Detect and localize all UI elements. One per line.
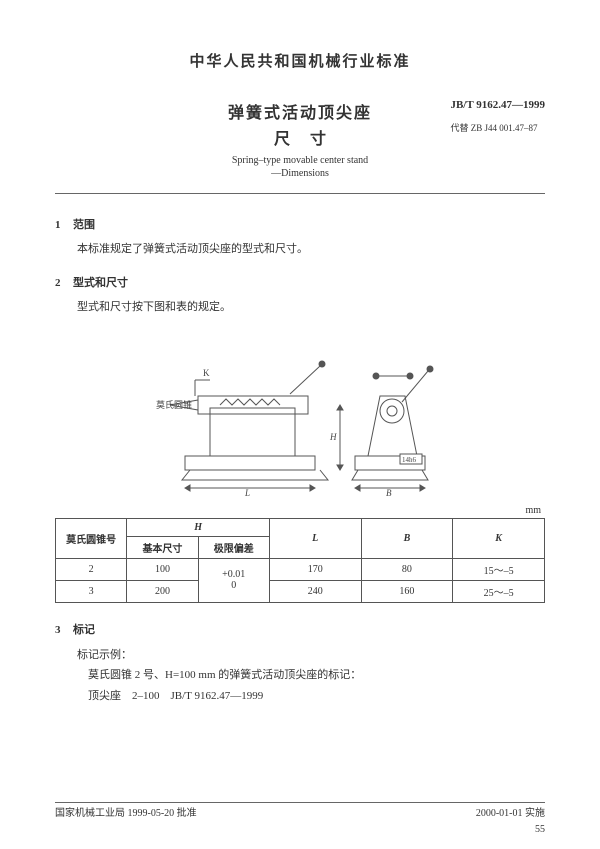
cell-no-0: 2 [56, 558, 127, 580]
standard-org-title: 中华人民共和国机械行业标准 [55, 50, 545, 71]
label-b: B [386, 488, 392, 496]
col-b-label: B [404, 533, 411, 544]
marking-line-2: 莫氏圆锥 2 号、H=100 mm 的弹簧式活动顶尖座的标记： [55, 665, 545, 686]
footer-separator [55, 802, 545, 803]
cell-k-1: 25～–5 [453, 580, 545, 602]
col-h-group: H [127, 518, 270, 536]
cell-h-1: 200 [127, 580, 198, 602]
section-1-title: 范围 [73, 219, 95, 231]
col-l-label: L [312, 533, 318, 544]
label-k: K [203, 368, 210, 378]
col-l: L [269, 518, 361, 558]
cell-l-0: 170 [269, 558, 361, 580]
section-3-title: 标记 [73, 624, 95, 636]
drawing-icon: K 莫氏圆锥 L B H 14h6 [150, 336, 450, 496]
dimension-table: 莫氏圆锥号 H L B K 基本尺寸 极限偏差 2 100 +0.01 0 17… [55, 518, 545, 603]
section-1-heading: 1范围 [55, 216, 545, 232]
footer-effective: 2000-01-01 实施 [476, 804, 545, 819]
title-block: 弹簧式活动顶尖座 尺寸 Spring–type movable center s… [55, 99, 545, 179]
doc-title-en-2: —Dimensions [55, 168, 545, 179]
standard-code-block: JB/T 9162.47—1999 代替 ZB J44 001.47–87 [450, 99, 545, 134]
section-scope: 1范围 本标准规定了弹簧式活动顶尖座的型式和尺寸。 [55, 216, 545, 260]
section-2-number: 2 [55, 277, 73, 289]
section-1-body: 本标准规定了弹簧式活动顶尖座的型式和尺寸。 [55, 240, 545, 260]
label-morse: 莫氏圆锥 [156, 399, 192, 410]
col-b: B [361, 518, 453, 558]
col-h-basic: 基本尺寸 [127, 536, 198, 558]
title-separator [55, 193, 545, 194]
section-3-heading: 3标记 [55, 621, 545, 637]
cell-b-0: 80 [361, 558, 453, 580]
col-h-tol: 极限偏差 [198, 536, 269, 558]
marking-line-1: 标记示例： [55, 645, 545, 666]
cell-tol: +0.01 0 [198, 558, 269, 602]
cell-no-1: 3 [56, 580, 127, 602]
label-h: H [329, 432, 337, 442]
marking-line-3: 顶尖座 2–100 JB/T 9162.47—1999 [55, 686, 545, 707]
col-morse-no: 莫氏圆锥号 [56, 518, 127, 558]
section-1-number: 1 [55, 219, 73, 231]
table-header-row-1: 莫氏圆锥号 H L B K [56, 518, 545, 536]
table-row: 3 200 240 160 25～–5 [56, 580, 545, 602]
cell-k-0: 15～–5 [453, 558, 545, 580]
label-l: L [244, 488, 250, 496]
label-tol: 14h6 [402, 456, 417, 464]
table-unit: mm [55, 505, 541, 516]
table-row: 2 100 +0.01 0 170 80 15～–5 [56, 558, 545, 580]
cell-l-1: 240 [269, 580, 361, 602]
cell-h-0: 100 [127, 558, 198, 580]
footer-approval: 国家机械工业局 1999-05-20 批准 [55, 804, 197, 819]
section-2-title: 型式和尺寸 [73, 277, 128, 289]
diagram-svg-wrap: K 莫氏圆锥 L B H 14h6 [150, 336, 450, 499]
col-k-label: K [495, 533, 502, 544]
section-2-body: 型式和尺寸按下图和表的规定。 [55, 298, 545, 318]
section-2-heading: 2型式和尺寸 [55, 274, 545, 290]
col-k: K [453, 518, 545, 558]
section-3-number: 3 [55, 624, 73, 636]
doc-title-en-1: Spring–type movable center stand [55, 155, 545, 166]
col-h-label: H [194, 522, 202, 533]
standard-replaces: 代替 ZB J44 001.47–87 [450, 121, 545, 134]
section-marking: 3标记 标记示例： 莫氏圆锥 2 号、H=100 mm 的弹簧式活动顶尖座的标记… [55, 621, 545, 708]
cell-b-1: 160 [361, 580, 453, 602]
page-number: 55 [535, 824, 545, 835]
section-type-dim: 2型式和尺寸 型式和尺寸按下图和表的规定。 [55, 274, 545, 318]
standard-code: JB/T 9162.47—1999 [450, 99, 545, 111]
technical-diagram: K 莫氏圆锥 L B H 14h6 [55, 336, 545, 499]
